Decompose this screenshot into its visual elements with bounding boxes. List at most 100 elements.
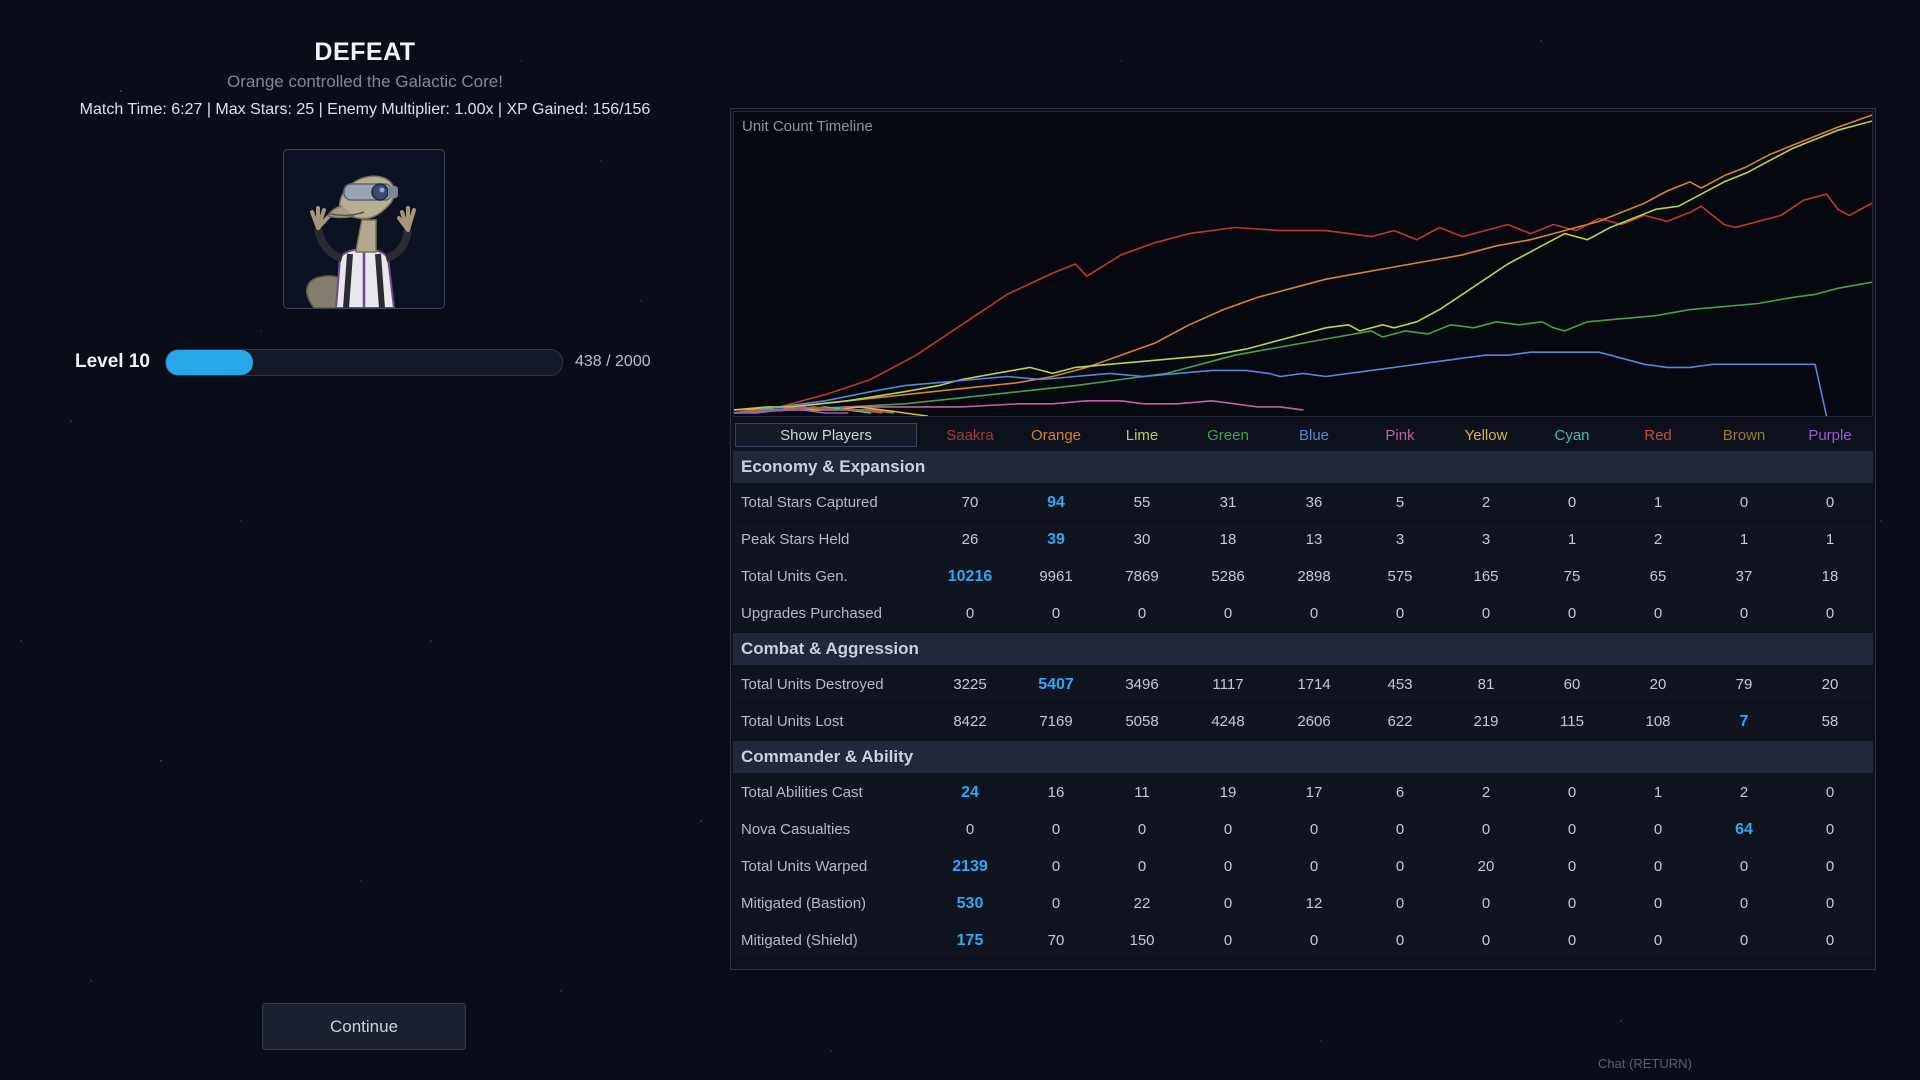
stat-value: 2 bbox=[1739, 784, 1749, 801]
stat-value: 0 bbox=[1739, 858, 1749, 875]
player-column-header-saakra: Saakra bbox=[946, 426, 994, 444]
player-column-header-blue: Blue bbox=[1298, 426, 1330, 444]
stat-value: 115 bbox=[1560, 713, 1584, 730]
timeline-series-saakra bbox=[734, 193, 1872, 411]
stat-value: 36 bbox=[1305, 494, 1323, 511]
stat-value: 0 bbox=[1395, 821, 1405, 838]
chat-hint: Chat (RETURN) bbox=[1598, 1056, 1692, 1071]
stat-value: 0 bbox=[1825, 932, 1835, 949]
stat-value: 175 bbox=[956, 931, 984, 949]
show-players-button[interactable]: Show Players bbox=[735, 423, 917, 447]
continue-button[interactable]: Continue bbox=[262, 1003, 466, 1050]
stat-value: 0 bbox=[1309, 605, 1319, 622]
stat-value: 0 bbox=[1481, 821, 1491, 838]
stat-value: 10216 bbox=[947, 567, 993, 585]
stat-value: 0 bbox=[1309, 932, 1319, 949]
stat-value: 20 bbox=[1477, 858, 1495, 875]
stat-row: Total Units Lost 8422 7169 5058 4248 2606 622 2… bbox=[733, 704, 1873, 739]
stat-row: Total Stars Captured 70 94 55 31 36 5 2 0 1 0 0 bbox=[733, 485, 1873, 520]
stat-value: 30 bbox=[1133, 531, 1151, 548]
stat-row: Mitigated (Bastion) 530 0 22 0 12 0 0 0 0 0 0 bbox=[733, 886, 1873, 921]
stat-value: 0 bbox=[965, 605, 975, 622]
player-column-header-purple: Purple bbox=[1808, 426, 1852, 444]
stat-row: Total Units Destroyed 3225 5407 3496 1117 171… bbox=[733, 667, 1873, 702]
stat-value: 0 bbox=[1395, 895, 1405, 912]
stat-value: 7169 bbox=[1039, 713, 1073, 730]
stat-value: 575 bbox=[1387, 568, 1413, 585]
stat-row: Nova Casualties 0 0 0 0 0 0 0 0 0 64 0 bbox=[733, 812, 1873, 847]
player-column-header-cyan: Cyan bbox=[1554, 426, 1590, 444]
stat-value: 0 bbox=[1825, 494, 1835, 511]
chart-title: Unit Count Timeline bbox=[742, 118, 873, 135]
stat-value: 70 bbox=[1047, 932, 1065, 949]
stat-value: 5 bbox=[1395, 494, 1405, 511]
stat-value: 0 bbox=[1481, 895, 1491, 912]
result-subtitle: Orange controlled the Galactic Core! bbox=[227, 72, 503, 91]
stat-row-label: Total Units Destroyed bbox=[741, 676, 884, 693]
stat-value: 1 bbox=[1825, 531, 1835, 548]
stat-value: 3 bbox=[1481, 531, 1491, 548]
stat-value: 0 bbox=[1223, 858, 1233, 875]
stat-value: 94 bbox=[1047, 493, 1065, 511]
stat-value: 6 bbox=[1395, 784, 1405, 801]
stat-row-label: Total Units Warped bbox=[741, 858, 868, 875]
stat-value: 0 bbox=[1653, 858, 1663, 875]
stat-row-label: Nova Casualties bbox=[741, 821, 851, 838]
stat-value: 0 bbox=[1567, 858, 1577, 875]
stat-value: 8422 bbox=[953, 713, 987, 730]
stat-value: 2898 bbox=[1297, 568, 1331, 585]
stat-value: 0 bbox=[1739, 895, 1749, 912]
stat-value: 26 bbox=[961, 531, 979, 548]
stat-value: 2139 bbox=[952, 857, 988, 875]
level-label: Level 10 bbox=[75, 351, 150, 372]
stat-value: 1714 bbox=[1297, 676, 1331, 693]
stat-value: 0 bbox=[1567, 932, 1577, 949]
stat-value: 0 bbox=[1653, 895, 1663, 912]
unit-count-timeline-chart: Unit Count Timeline bbox=[733, 111, 1873, 417]
stat-value: 108 bbox=[1645, 713, 1671, 730]
stat-value: 150 bbox=[1129, 932, 1155, 949]
players-header-row: Show Players Saakra Orange Lime Green Blue Pi… bbox=[733, 421, 1873, 449]
stat-value: 5058 bbox=[1125, 713, 1159, 730]
stat-value: 0 bbox=[1825, 784, 1835, 801]
stat-value: 453 bbox=[1387, 676, 1413, 693]
stat-value: 0 bbox=[1653, 605, 1663, 622]
xp-progress-bar bbox=[165, 349, 563, 376]
timeline-series-orange bbox=[734, 114, 1872, 411]
stat-value: 81 bbox=[1477, 676, 1495, 693]
stat-value: 39 bbox=[1047, 530, 1065, 548]
stat-value: 1 bbox=[1653, 494, 1663, 511]
stat-value: 622 bbox=[1387, 713, 1413, 730]
stat-row: Upgrades Purchased 0 0 0 0 0 0 0 0 0 0 0 bbox=[733, 596, 1873, 631]
stat-value: 16 bbox=[1047, 784, 1065, 801]
stat-value: 9961 bbox=[1039, 568, 1073, 585]
stat-value: 2 bbox=[1653, 531, 1663, 548]
stat-value: 0 bbox=[1137, 858, 1147, 875]
stat-value: 1 bbox=[1739, 531, 1749, 548]
stat-row-label: Total Units Gen. bbox=[741, 568, 848, 585]
stat-value: 79 bbox=[1735, 676, 1753, 693]
stat-row-label: Mitigated (Shield) bbox=[741, 932, 858, 949]
timeline-series-green bbox=[734, 281, 1872, 414]
stat-row-label: Total Stars Captured bbox=[741, 494, 878, 511]
stat-row: Total Units Gen. 10216 9961 7869 5286 2898 575… bbox=[733, 559, 1873, 594]
timeline-series-brown bbox=[734, 406, 895, 414]
stat-value: 19 bbox=[1219, 784, 1237, 801]
stat-value: 75 bbox=[1563, 568, 1581, 585]
stat-value: 0 bbox=[1137, 821, 1147, 838]
stat-value: 0 bbox=[1825, 821, 1835, 838]
stat-value: 2606 bbox=[1297, 713, 1331, 730]
stat-value: 31 bbox=[1219, 494, 1237, 511]
stat-value: 0 bbox=[1567, 895, 1577, 912]
stat-row-label: Total Units Lost bbox=[741, 713, 844, 730]
stat-value: 0 bbox=[1567, 784, 1577, 801]
stat-value: 0 bbox=[1137, 605, 1147, 622]
match-summary-line: Match Time: 6:27 | Max Stars: 25 | Enemy… bbox=[79, 101, 651, 118]
stats-panel: Unit Count Timeline Show Players Saakra O… bbox=[730, 108, 1876, 970]
stat-value: 0 bbox=[1051, 605, 1061, 622]
stat-value: 2 bbox=[1481, 784, 1491, 801]
stat-value: 0 bbox=[1825, 605, 1835, 622]
stat-value: 0 bbox=[1567, 494, 1577, 511]
xp-progress-text: 438 / 2000 bbox=[575, 353, 651, 370]
